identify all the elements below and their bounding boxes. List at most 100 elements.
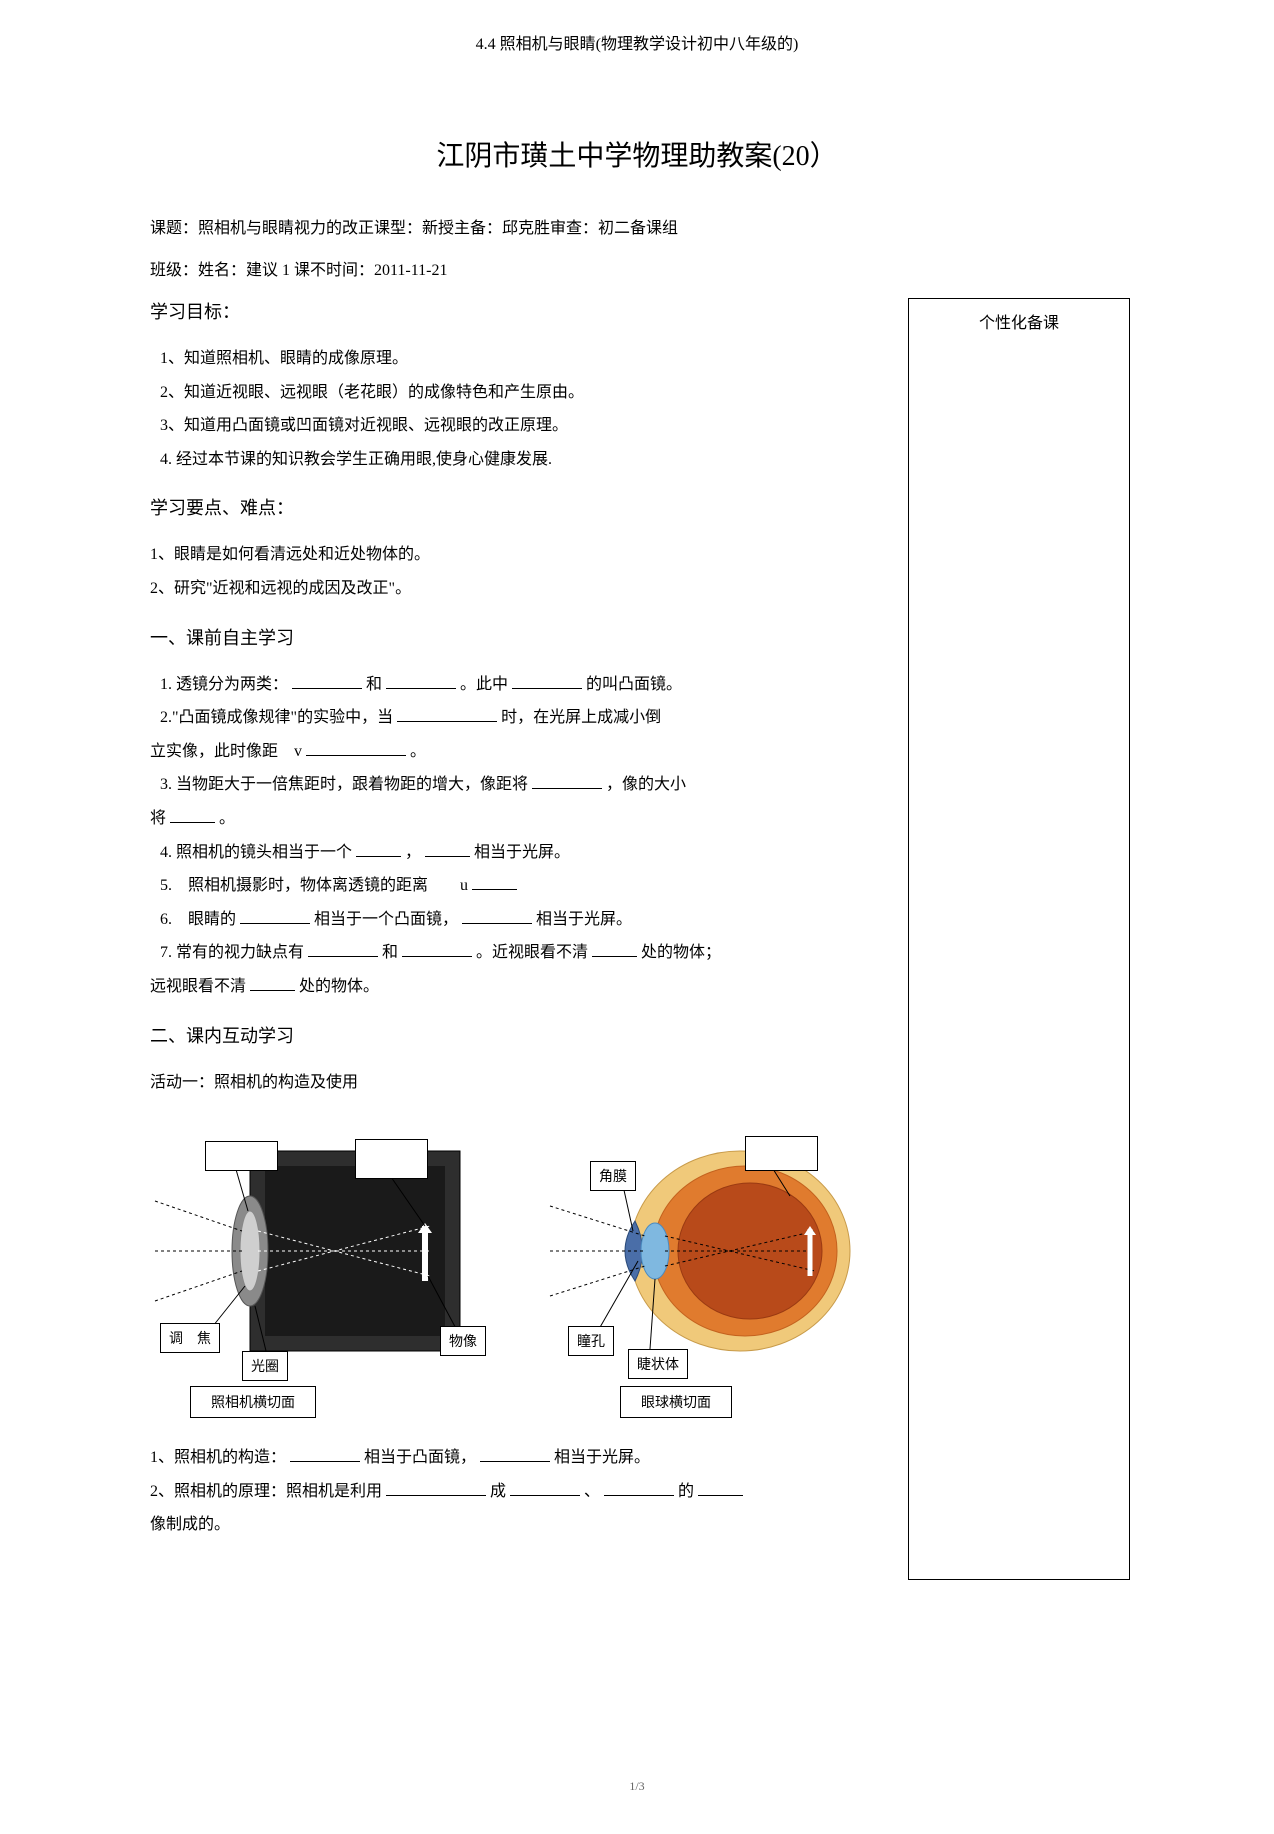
- q7-a: 7. 常有的视力缺点有: [160, 944, 304, 961]
- blank: [532, 772, 602, 789]
- camera-caption: 照相机横切面: [190, 1386, 316, 1418]
- blank: [462, 907, 532, 924]
- q3: 3. 当物距大于一倍焦距时，跟着物距的增大，像距将 ，像的大小: [160, 768, 880, 802]
- camera-label-blank-1: [205, 1141, 278, 1171]
- q6-b: 相当于一个凸面镜，: [314, 911, 458, 928]
- q5: 5. 照相机摄影时，物体离透镜的距离 u: [160, 869, 880, 903]
- content: 课题：照相机与眼睛视力的改正课型：新授主备：邱克胜审查：初二备课组 班级：姓名：…: [150, 214, 1130, 1542]
- camera-label-aperture: 光圈: [242, 1351, 288, 1381]
- camera-label-focus: 调 焦: [160, 1323, 220, 1353]
- eye-label-cornea: 角膜: [590, 1161, 636, 1191]
- q1-a: 1. 透镜分为两类：: [160, 676, 288, 693]
- q3-b: ，像的大小: [606, 776, 686, 793]
- q7: 7. 常有的视力缺点有 和 。近视眼看不清 处的物体；: [160, 936, 880, 970]
- camera-label-image: 物像: [440, 1326, 486, 1356]
- meta-line-2: 班级：姓名：建议 1 课不时间：2011-11-21: [150, 256, 1130, 280]
- q3c: 将 。: [150, 802, 880, 836]
- q7-c: 。近视眼看不清: [476, 944, 588, 961]
- q2-b: 时，在光屏上成减小倒: [501, 709, 661, 726]
- eye-label-pupil: 瞳孔: [568, 1326, 614, 1356]
- q4-a: 4. 照相机的镜头相当于一个: [160, 844, 352, 861]
- blank: [425, 840, 470, 857]
- meta-line-1: 课题：照相机与眼睛视力的改正课型：新授主备：邱克胜审查：初二备课组: [150, 214, 1130, 238]
- blank: [240, 907, 310, 924]
- blank: [510, 1479, 580, 1496]
- goal-1: 1、知道照相机、眼睛的成像原理。: [160, 342, 880, 376]
- blank: [512, 672, 582, 689]
- q2-a: 2."凸面镜成像规律"的实验中，当: [160, 709, 393, 726]
- blank: [698, 1479, 743, 1496]
- page-number: 1/3: [0, 1779, 1274, 1794]
- q3-c: 将: [150, 810, 166, 827]
- goal-4: 4. 经过本节课的知识教会学生正确用眼,使身心健康发展.: [160, 443, 880, 477]
- page: 4.4 照相机与眼睛(物理教学设计初中八年级的) 江阴市璜土中学物理助教案(20…: [0, 0, 1274, 1834]
- blank: [604, 1479, 674, 1496]
- q6-a: 6. 眼睛的: [160, 911, 236, 928]
- diagram: 调 焦 光圈 物像 照相机横切面 角膜 瞳孔 睫状体 眼球横切面: [150, 1111, 870, 1431]
- q4-b: ，: [405, 844, 421, 861]
- q2: 2."凸面镜成像规律"的实验中，当 时，在光屏上成减小倒: [160, 701, 880, 735]
- eye-caption: 眼球横切面: [620, 1386, 732, 1418]
- q4: 4. 照相机的镜头相当于一个 ， 相当于光屏。: [160, 836, 880, 870]
- sidebar-notes: 个性化备课: [908, 298, 1130, 1580]
- meta2-date: 2011-11-21: [374, 262, 447, 279]
- eye-label-ciliary: 睫状体: [628, 1349, 688, 1379]
- blank: [402, 940, 472, 957]
- q7-e: 远视眼看不清: [150, 978, 246, 995]
- bq2-d: 的: [678, 1483, 694, 1500]
- blank: [386, 1479, 486, 1496]
- bq2-b: 成: [490, 1483, 506, 1500]
- q2c: 立实像，此时像距 v 。: [150, 735, 880, 769]
- bq1-a: 1、照相机的构造：: [150, 1449, 286, 1466]
- bq2e: 像制成的。: [150, 1508, 880, 1542]
- blank: [592, 940, 637, 957]
- q3-a: 3. 当物距大于一倍焦距时，跟着物距的增大，像距将: [160, 776, 528, 793]
- q7-f: 处的物体。: [299, 978, 379, 995]
- blank: [356, 840, 401, 857]
- blank: [308, 940, 378, 957]
- doc-header: 4.4 照相机与眼睛(物理教学设计初中八年级的): [0, 30, 1274, 54]
- goal-2: 2、知道近视眼、远视眼（老花眼）的成像特色和产生原由。: [160, 376, 880, 410]
- q2-d: 。: [410, 743, 426, 760]
- bq1-b: 相当于凸面镜，: [364, 1449, 476, 1466]
- bq2-e: 像制成的。: [150, 1516, 230, 1533]
- blank: [397, 705, 497, 722]
- q2-c: 立实像，此时像距 v: [150, 743, 302, 760]
- camera-label-blank-2: [355, 1139, 428, 1179]
- blank: [480, 1445, 550, 1462]
- q3-d: 。: [219, 810, 235, 827]
- q1-b: 和: [366, 676, 382, 693]
- heading-goals: 学习目标：: [150, 298, 880, 324]
- bq1: 1、照相机的构造： 相当于凸面镜， 相当于光屏。: [150, 1441, 880, 1475]
- q1-c: 。此中: [460, 676, 508, 693]
- blank: [386, 672, 456, 689]
- q4-c: 相当于光屏。: [474, 844, 570, 861]
- q7-b: 和: [382, 944, 398, 961]
- blank: [290, 1445, 360, 1462]
- eye-label-blank-1: [745, 1136, 818, 1171]
- q7-d: 处的物体；: [641, 944, 721, 961]
- q6-c: 相当于光屏。: [536, 911, 632, 928]
- q5-a: 5. 照相机摄影时，物体离透镜的距离 u: [160, 877, 468, 894]
- goal-3: 3、知道用凸面镜或凹面镜对近视眼、远视眼的改正原理。: [160, 409, 880, 443]
- heading-sec1: 一、课前自主学习: [150, 624, 880, 650]
- q1: 1. 透镜分为两类： 和 。此中 的叫凸面镜。: [160, 668, 880, 702]
- bq2-c: 、: [584, 1483, 600, 1500]
- bq2: 2、照相机的原理：照相机是利用 成 、 的: [150, 1475, 880, 1509]
- bq1-c: 相当于光屏。: [554, 1449, 650, 1466]
- sidebar-label: 个性化备课: [979, 315, 1059, 332]
- blank: [170, 806, 215, 823]
- point-2: 2、研究"近视和远视的成因及改正"。: [150, 572, 880, 606]
- meta2-prefix: 班级：姓名：建议 1 课不时间：: [150, 262, 374, 279]
- q6: 6. 眼睛的 相当于一个凸面镜， 相当于光屏。: [160, 903, 880, 937]
- blank: [306, 739, 406, 756]
- heading-points: 学习要点、难点：: [150, 494, 880, 520]
- blank: [292, 672, 362, 689]
- point-1: 1、眼睛是如何看清远处和近处物体的。: [150, 538, 880, 572]
- bq2-a: 2、照相机的原理：照相机是利用: [150, 1483, 382, 1500]
- blank: [250, 974, 295, 991]
- q1-d: 的叫凸面镜。: [586, 676, 682, 693]
- heading-sec2: 二、课内互动学习: [150, 1022, 880, 1048]
- doc-title: 江阴市璜土中学物理助教案(20）: [0, 134, 1274, 174]
- main-column: 学习目标： 1、知道照相机、眼睛的成像原理。 2、知道近视眼、远视眼（老花眼）的…: [150, 298, 880, 1542]
